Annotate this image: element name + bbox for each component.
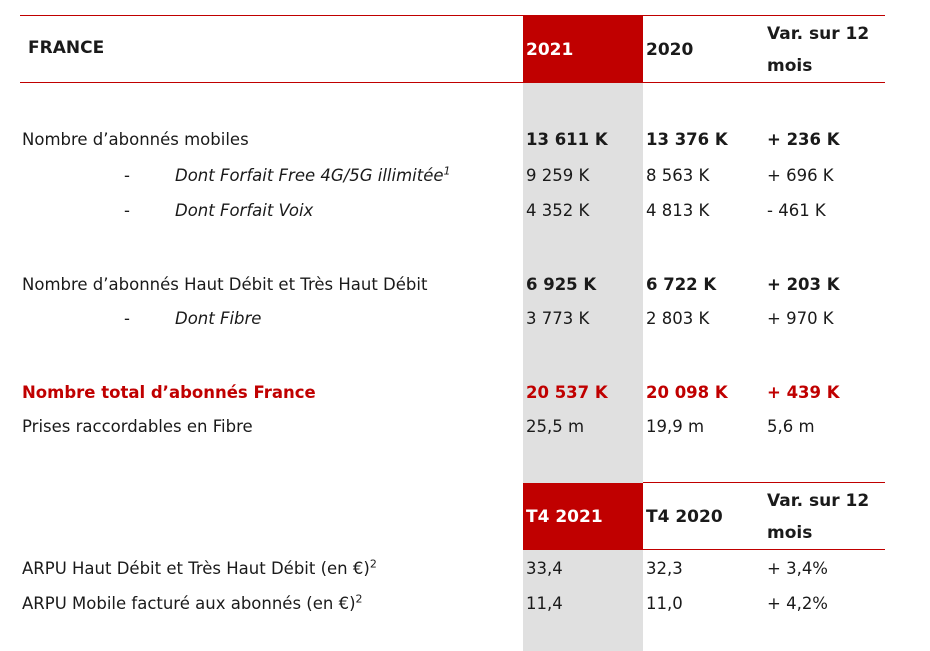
value-var-prises: 5,6 m — [767, 417, 815, 436]
footnote-2-hd: 2 — [369, 557, 377, 571]
value-2021-voix: 4 352 K — [526, 201, 590, 220]
row-label-fibre: Dont Fibre — [175, 309, 262, 328]
bottom-header-variation-line2: mois — [767, 523, 813, 543]
row-label-arpu-mobile: ARPU Mobile facturé aux abonnés (en €)2 — [22, 592, 363, 614]
top-header-rule-top — [20, 15, 885, 16]
value-var-fibre: + 970 K — [767, 309, 834, 328]
header-t4-2020: T4 2020 — [646, 507, 723, 527]
header-2020: 2020 — [646, 40, 694, 60]
table-title: FRANCE — [28, 38, 105, 58]
value-t4-2021-arpu-hd: 33,4 — [526, 559, 563, 578]
header-variation-line1: Var. sur 12 — [767, 24, 870, 44]
header-2021: 2021 — [526, 40, 574, 60]
value-t4-2021-arpu-mobile: 11,4 — [526, 594, 563, 613]
footnote-1: 1 — [443, 164, 451, 178]
header-2021-cell — [523, 16, 643, 82]
top-header-rule-bottom — [20, 82, 885, 83]
footnote-2-mobile: 2 — [355, 592, 363, 606]
value-2020-free: 8 563 K — [646, 166, 710, 185]
row-label-prises: Prises raccordables en Fibre — [22, 417, 253, 436]
bottom-header-rule-bottom — [643, 549, 885, 550]
row-label-arpu-hd: ARPU Haut Débit et Très Haut Débit (en €… — [22, 557, 377, 579]
value-2021-free: 9 259 K — [526, 166, 590, 185]
row-label-voix: Dont Forfait Voix — [175, 201, 314, 220]
value-2020-broadband: 6 722 K — [646, 275, 717, 294]
value-2021-total: 20 537 K — [526, 383, 608, 402]
value-2021-mobile: 13 611 K — [526, 130, 608, 149]
row-label-mobile: Nombre d’abonnés mobiles — [22, 130, 249, 149]
value-2021-broadband: 6 925 K — [526, 275, 597, 294]
value-var-total: + 439 K — [767, 383, 840, 402]
column-t4-2021-band — [523, 550, 643, 651]
value-2020-fibre: 2 803 K — [646, 309, 710, 328]
value-var-broadband: + 203 K — [767, 275, 840, 294]
value-var-arpu-hd: + 3,4% — [767, 559, 828, 578]
column-2021-band — [523, 82, 643, 483]
row-label-total: Nombre total d’abonnés France — [22, 383, 316, 402]
value-var-voix: - 461 K — [767, 201, 826, 220]
value-2020-total: 20 098 K — [646, 383, 728, 402]
row-label-free-text: Dont Forfait Free 4G/5G illimitée — [175, 166, 444, 185]
value-2021-fibre: 3 773 K — [526, 309, 590, 328]
row-label-broadband: Nombre d’abonnés Haut Débit et Très Haut… — [22, 275, 428, 294]
value-var-arpu-mobile: + 4,2% — [767, 594, 828, 613]
bottom-header-variation-line1: Var. sur 12 — [767, 491, 870, 511]
value-t4-2020-arpu-mobile: 11,0 — [646, 594, 683, 613]
value-t4-2020-arpu-hd: 32,3 — [646, 559, 683, 578]
row-dash-voix: - — [124, 201, 130, 220]
value-var-mobile: + 236 K — [767, 130, 840, 149]
row-label-free: Dont Forfait Free 4G/5G illimitée1 — [175, 164, 451, 186]
value-2020-mobile: 13 376 K — [646, 130, 728, 149]
bottom-header-rule-top — [643, 482, 885, 483]
value-2020-prises: 19,9 m — [646, 417, 705, 436]
row-dash-free: - — [124, 166, 130, 185]
header-t4-2021-cell — [523, 483, 643, 550]
row-label-arpu-hd-text: ARPU Haut Débit et Très Haut Débit (en €… — [22, 559, 370, 578]
value-var-free: + 696 K — [767, 166, 834, 185]
row-label-arpu-mobile-text: ARPU Mobile facturé aux abonnés (en €) — [22, 594, 356, 613]
header-t4-2021: T4 2021 — [526, 507, 603, 527]
value-2020-voix: 4 813 K — [646, 201, 710, 220]
row-dash-fibre: - — [124, 309, 130, 328]
header-variation-line2: mois — [767, 56, 813, 76]
value-2021-prises: 25,5 m — [526, 417, 585, 436]
